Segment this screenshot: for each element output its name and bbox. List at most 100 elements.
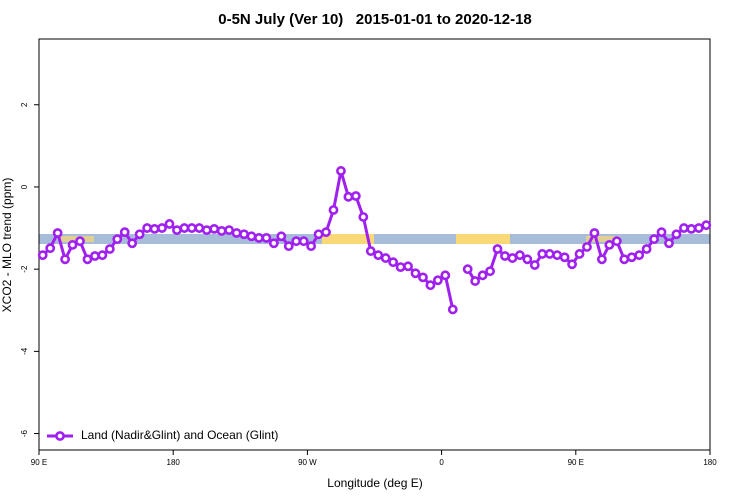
point xyxy=(395,262,406,273)
point xyxy=(37,250,48,261)
point xyxy=(380,253,391,263)
x-tick-label: 90 E xyxy=(568,458,584,467)
point xyxy=(514,250,525,261)
y-tick-label: -2 xyxy=(20,265,29,273)
legend-marker xyxy=(55,431,65,441)
point xyxy=(224,225,235,236)
y-tick-label: -4 xyxy=(20,347,29,355)
point xyxy=(686,223,697,234)
point xyxy=(60,254,70,265)
point xyxy=(119,227,130,238)
point xyxy=(321,227,331,238)
point xyxy=(291,236,302,247)
point xyxy=(313,229,324,240)
point xyxy=(589,228,600,238)
point xyxy=(112,234,123,245)
point xyxy=(671,229,682,240)
point xyxy=(440,270,451,281)
y-tick-label: -6 xyxy=(20,429,29,437)
x-tick-label: 0 xyxy=(439,458,444,467)
point xyxy=(350,191,361,201)
point xyxy=(634,250,645,261)
point xyxy=(656,227,667,238)
x-axis-label: Longitude (deg E) xyxy=(327,476,422,490)
y-axis-label: XCO2 - MLO trend (ppm) xyxy=(0,178,14,313)
point xyxy=(306,241,317,252)
point xyxy=(268,238,279,249)
point xyxy=(75,236,85,247)
land-band xyxy=(586,236,620,242)
point xyxy=(52,228,63,238)
legend-label: Land (Nadir&Glint) and Ocean (Glint) xyxy=(81,428,278,442)
point xyxy=(418,272,428,283)
point xyxy=(343,191,354,202)
ocean-band xyxy=(39,234,710,244)
point xyxy=(522,254,533,265)
point xyxy=(373,250,384,261)
x-tick-label: 180 xyxy=(703,458,717,467)
point xyxy=(209,223,220,234)
point xyxy=(649,234,659,245)
point xyxy=(179,223,190,233)
point xyxy=(298,236,309,247)
point xyxy=(201,225,212,236)
point xyxy=(172,225,182,236)
point xyxy=(246,231,257,242)
point xyxy=(403,261,413,272)
plot-frame xyxy=(38,38,711,451)
point xyxy=(231,228,242,238)
point xyxy=(447,304,458,315)
point xyxy=(276,231,287,242)
point xyxy=(67,240,78,250)
point xyxy=(567,259,577,270)
point xyxy=(104,244,115,254)
point xyxy=(485,266,495,277)
point xyxy=(574,249,585,259)
point xyxy=(500,251,510,261)
point xyxy=(529,260,540,270)
x-tick-label: 90 E xyxy=(31,458,47,467)
point xyxy=(641,244,652,254)
point xyxy=(254,233,264,243)
point xyxy=(582,242,592,252)
point xyxy=(432,275,443,286)
point xyxy=(477,270,488,281)
point xyxy=(664,238,674,249)
point xyxy=(90,251,100,261)
y-tick-label: 2 xyxy=(20,102,29,107)
point xyxy=(328,205,339,215)
point xyxy=(596,254,607,265)
x-tick-label: 90 W xyxy=(298,458,317,467)
land-band xyxy=(456,234,510,244)
point xyxy=(45,243,56,254)
point xyxy=(552,250,563,261)
point xyxy=(410,268,421,279)
point xyxy=(216,226,227,236)
point xyxy=(261,233,272,243)
point xyxy=(619,254,630,265)
point xyxy=(626,252,637,263)
point xyxy=(507,253,518,263)
point xyxy=(82,254,93,265)
point xyxy=(336,166,346,176)
point xyxy=(283,241,294,252)
point xyxy=(492,244,503,254)
land-band xyxy=(322,234,374,244)
point xyxy=(142,223,153,233)
point xyxy=(462,264,473,275)
point xyxy=(425,280,436,291)
x-tick-label: 180 xyxy=(167,458,181,467)
y-tick-label: 0 xyxy=(20,184,29,189)
point xyxy=(559,252,570,263)
point xyxy=(186,223,197,233)
point xyxy=(134,229,145,240)
point xyxy=(239,229,249,240)
point xyxy=(365,246,376,256)
point xyxy=(157,223,167,233)
point xyxy=(701,220,712,231)
point xyxy=(537,249,548,259)
point xyxy=(149,223,160,234)
point xyxy=(388,257,399,268)
point xyxy=(604,240,615,250)
